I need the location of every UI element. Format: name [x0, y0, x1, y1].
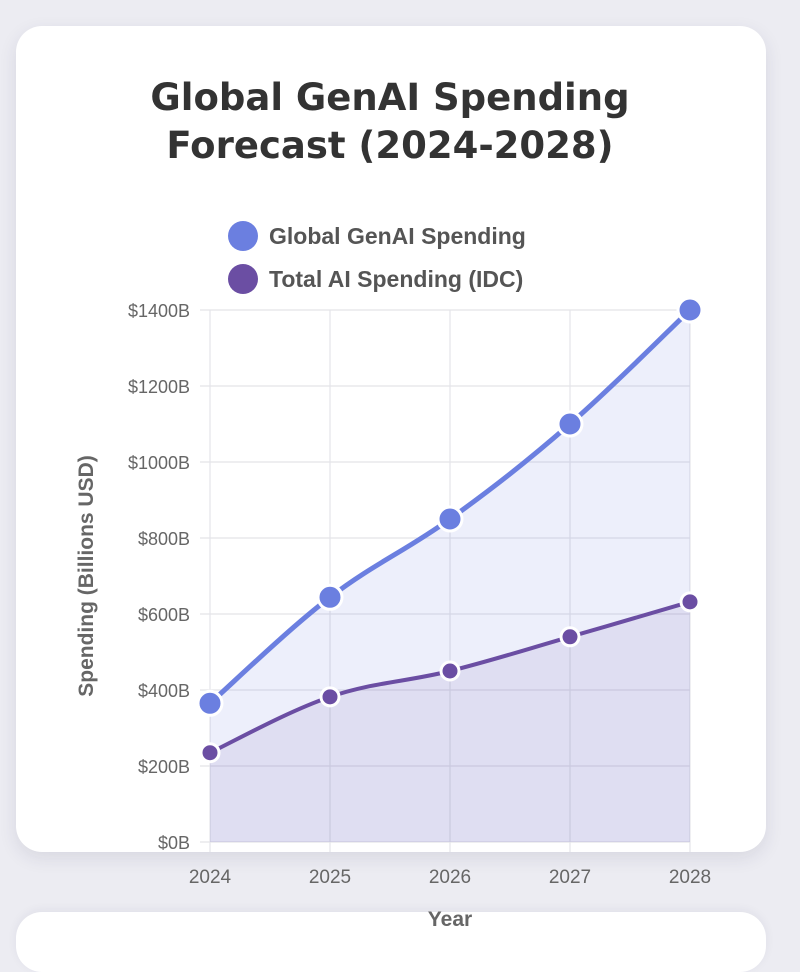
y-tick-label: $0B [158, 833, 190, 853]
legend-label-genai: Global GenAI Spending [269, 223, 526, 249]
y-tick-label: $800B [138, 529, 190, 549]
line-chart: Global GenAI Spending Forecast (2024-202… [75, 76, 711, 931]
chart-card [16, 26, 766, 852]
legend-item-total-ai[interactable]: Total AI Spending (IDC) [228, 264, 523, 294]
x-tick-label: 2024 [189, 867, 232, 888]
point-total-ai-2027[interactable] [559, 626, 581, 648]
area-genai [210, 310, 690, 842]
series-areas [210, 310, 690, 842]
legend-item-genai[interactable]: Global GenAI Spending [228, 221, 526, 251]
point-total-ai-2026[interactable] [439, 660, 461, 682]
y-tick-label: $200B [138, 757, 190, 777]
y-tick-label: $1000B [128, 453, 190, 473]
point-genai-2025[interactable] [316, 583, 344, 611]
area-total-ai [210, 601, 690, 842]
y-axis-label: Spending (Billions USD) [75, 455, 98, 697]
point-total-ai-2028[interactable] [679, 591, 701, 613]
legend: Global GenAI Spending Total AI Spending … [228, 221, 526, 294]
point-genai-2026[interactable] [436, 505, 464, 533]
x-tick-label: 2026 [429, 867, 471, 888]
point-total-ai-2025[interactable] [319, 686, 341, 708]
point-total-ai-2024[interactable] [199, 742, 221, 764]
y-tick-label: $1200B [128, 377, 190, 397]
legend-marker-total-ai [228, 264, 258, 294]
legend-marker-genai [228, 221, 258, 251]
legend-label-total-ai: Total AI Spending (IDC) [269, 266, 523, 292]
axis-ticks: $0B $200B $400B $600B $800B $1000B $1200B $1400… [128, 301, 711, 888]
chart-title-line-1: Global GenAI Spending [150, 76, 629, 119]
x-axis-label: Year [428, 908, 472, 931]
series-points [196, 296, 704, 764]
x-tick-label: 2025 [309, 867, 351, 888]
y-tick-label: $1400B [128, 301, 190, 321]
y-tick-label: $400B [138, 681, 190, 701]
point-genai-2027[interactable] [556, 410, 584, 438]
x-tick-label: 2027 [549, 867, 591, 888]
y-tick-label: $600B [138, 605, 190, 625]
chart-title-line-2: Forecast (2024-2028) [166, 124, 613, 167]
point-genai-2024[interactable] [196, 689, 224, 717]
x-tick-label: 2028 [669, 867, 711, 888]
point-genai-2028[interactable] [676, 296, 704, 324]
